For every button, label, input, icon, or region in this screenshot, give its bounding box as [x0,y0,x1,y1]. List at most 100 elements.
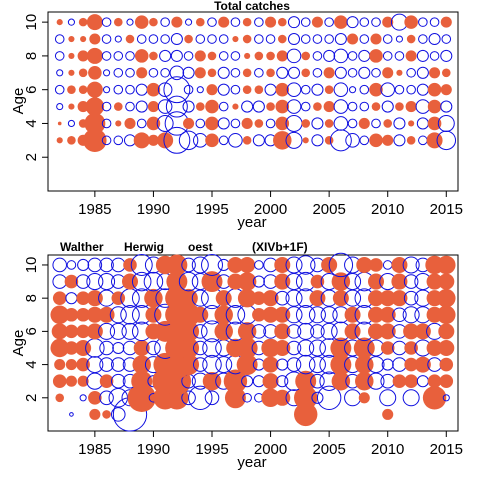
bubble-negative [131,271,152,292]
bubble-positive [261,338,280,358]
bubble-positive [313,102,322,111]
bubble-positive [207,51,217,61]
bubble-positive [294,402,318,427]
bubble-negative [287,66,301,79]
bubble-negative [218,135,229,146]
bubble-negative [402,389,420,407]
y-axis-title: Age [10,88,27,115]
bubble-negative [392,340,407,356]
bubble-positive [76,324,90,339]
bubble-negative [392,307,407,323]
bubble-negative [254,260,264,270]
bubble-positive [358,392,370,404]
bubble-negative [135,83,148,96]
bubble-positive [67,85,76,94]
bubble-negative [285,256,303,274]
bubble-negative [334,32,347,46]
bubble-positive [371,102,381,111]
bubble-negative [98,322,116,340]
bubble-negative [101,51,112,61]
bubble-negative [181,390,196,406]
bubble-negative [429,17,440,27]
bubble-negative [285,131,303,149]
bubble-negative [381,358,394,371]
bubble-negative [382,34,393,44]
bubble-negative [285,273,303,291]
y-axis-title: Age [10,330,27,357]
bubble-positive [439,374,454,388]
bubble-negative [170,32,183,46]
bubble-negative [300,84,311,95]
bubble-negative [111,373,126,389]
bubble-negative [347,101,358,112]
bubble-positive [367,290,385,307]
bubble-negative [406,84,416,95]
bubble-positive [80,35,87,43]
bubble-positive [427,99,442,114]
bubble-positive [77,50,89,62]
bubble-negative [381,100,394,113]
bubble-positive [311,16,323,28]
bubble-negative [113,84,124,95]
bubble-negative [308,339,326,357]
bubble-negative [316,385,342,411]
bubble-negative [276,66,289,79]
bubble-positive [426,339,443,356]
bubble-positive [125,34,135,44]
bubble-positive [406,136,416,145]
bubble-positive [276,50,288,62]
x-tick-label: 1995 [195,441,228,458]
bubble-negative [156,114,174,132]
bubble-negative [297,322,315,340]
bubble-positive [391,256,408,273]
bubble-negative [182,66,195,79]
bubble-positive [56,137,63,144]
bubble-positive [242,68,252,78]
bubble-positive [237,288,257,308]
bubble-negative [285,289,303,307]
bubble-positive [194,50,206,62]
bubble-negative [308,306,326,324]
bubble-positive [274,323,291,340]
bubble-negative [440,100,453,113]
bubble-positive [382,16,394,28]
bubble-negative [67,18,75,26]
bubble-positive [242,136,252,145]
bubble-negative [286,324,302,339]
bubble-positive [408,120,415,127]
bubble-negative [359,101,370,112]
x-tick-label: 2015 [430,201,463,218]
bubble-positive [241,117,253,129]
bubble-positive [68,52,75,59]
bubble-negative [286,357,302,372]
bubble-positive [86,323,103,340]
bubble-negative [103,69,111,77]
bubble-positive [302,137,309,144]
bubble-negative [204,390,220,406]
bubble-negative [371,17,381,27]
bubble-negative [163,126,191,154]
x-tick-label: 2010 [371,441,404,458]
bubble-negative [120,305,140,325]
bubble-negative [230,17,241,27]
bubble-negative [333,116,349,131]
bubble-negative [333,82,349,97]
bubble-negative [225,305,246,325]
bubble-negative [136,118,147,129]
bubble-positive [429,67,441,79]
bubble-positive [262,290,279,307]
bubble-negative [86,356,104,374]
bubble-positive [252,291,266,305]
bubble-positive [67,136,76,145]
bubble-negative [265,34,276,44]
bubble-negative [160,34,170,44]
bubble-positive [391,290,408,307]
bubble-positive [379,323,396,340]
bubble-positive [383,119,393,128]
y-tick-label: 10 [23,257,40,274]
bubble-negative [130,253,153,276]
bubble-negative [295,255,316,275]
bubble-negative [311,134,324,147]
bubble-positive [440,16,452,28]
